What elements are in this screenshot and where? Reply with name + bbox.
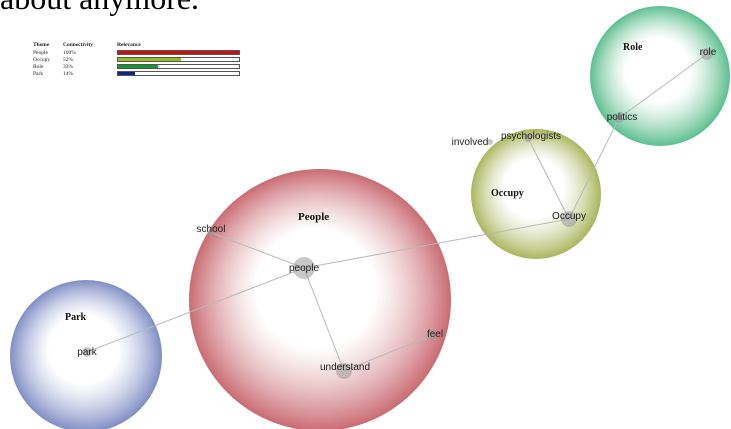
legend-header-theme: Theme — [33, 42, 50, 48]
concept-label-psychologists[interactable]: psychologists — [501, 131, 561, 142]
concept-node-psychologists[interactable] — [524, 134, 532, 142]
theme-bubble-people[interactable] — [189, 169, 451, 429]
concept-node-people[interactable] — [293, 257, 315, 279]
concept-node-involved[interactable] — [487, 139, 493, 145]
legend-relevance-fill — [118, 51, 239, 54]
concept-node-feel[interactable] — [427, 330, 437, 340]
concept-label-feel[interactable]: feel — [427, 329, 443, 340]
concept-label-people[interactable]: people — [289, 263, 319, 274]
legend-connectivity: 33% — [63, 64, 74, 70]
concept-link — [303, 218, 570, 269]
concept-label-politics[interactable]: politics — [607, 112, 638, 123]
concept-link — [303, 267, 345, 372]
legend-relevance-bar — [117, 50, 240, 55]
concept-label-involved[interactable]: involved — [452, 137, 489, 148]
concept-link — [568, 117, 620, 220]
concept-node-role[interactable] — [701, 48, 713, 60]
theme-title-people: People — [298, 211, 329, 223]
concept-node-politics[interactable] — [614, 113, 624, 123]
legend-header-connectivity: Connectivity — [63, 42, 93, 48]
legend-connectivity: 14% — [63, 71, 74, 77]
legend-relevance-fill — [118, 58, 181, 61]
legend-row: Occupy 52% — [33, 57, 243, 63]
concept-link — [211, 232, 305, 269]
concept-link — [527, 137, 570, 220]
concept-label-occupy[interactable]: Occupy — [552, 211, 586, 222]
legend-relevance-bar — [117, 64, 240, 69]
concept-node-school[interactable] — [208, 229, 216, 237]
legend-relevance-fill — [118, 72, 135, 75]
concept-link — [86, 267, 305, 353]
concept-label-understand[interactable]: understand — [320, 362, 370, 373]
legend-theme: Role — [33, 64, 44, 70]
legend-connectivity: 52% — [63, 57, 74, 63]
concept-label-park[interactable]: park — [77, 347, 97, 358]
cut-off-text: about anymore. — [0, 0, 199, 17]
legend-relevance-fill — [118, 65, 158, 68]
theme-bubble-role[interactable] — [590, 6, 730, 146]
legend-connectivity: 100% — [63, 50, 76, 56]
concept-link — [618, 53, 708, 119]
legend-theme: People — [33, 50, 48, 56]
legend-theme: Park — [33, 71, 44, 77]
concept-node-understand[interactable] — [336, 363, 352, 379]
concept-node-park[interactable] — [82, 347, 92, 357]
concept-link — [343, 334, 433, 372]
legend-header-relevance: Relevance — [117, 42, 141, 48]
theme-title-occupy: Occupy — [491, 188, 524, 199]
legend-row: Park 14% — [33, 71, 243, 77]
concept-label-role[interactable]: role — [700, 47, 717, 58]
legend-relevance-bar — [117, 71, 240, 76]
theme-title-park: Park — [65, 312, 87, 323]
legend-row: Role 33% — [33, 64, 243, 70]
theme-title-role: Role — [623, 42, 643, 53]
legend-row: People 100% — [33, 50, 243, 56]
concept-node-occupy[interactable] — [561, 211, 577, 227]
legend-theme: Occupy — [33, 57, 51, 63]
concept-label-school[interactable]: school — [197, 224, 226, 235]
legend-relevance-bar — [117, 57, 240, 62]
